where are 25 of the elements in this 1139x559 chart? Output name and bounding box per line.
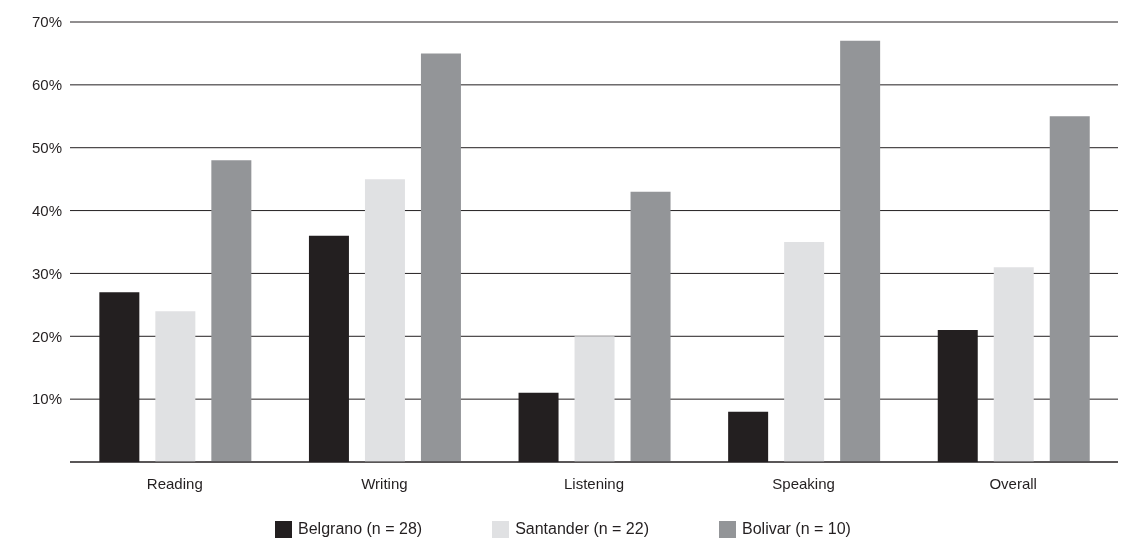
bar [784, 242, 825, 462]
x-tick-label: Writing [361, 474, 408, 492]
y-tick-label: 50% [31, 139, 62, 157]
bar [211, 160, 252, 462]
bar [840, 40, 881, 462]
legend-label: Belgrano (n = 28) [298, 520, 423, 538]
x-tick-label: Overall [989, 474, 1037, 492]
bar [630, 191, 671, 462]
bar [1049, 116, 1090, 462]
y-tick-label: 70% [31, 13, 62, 31]
x-tick-label: Reading [146, 474, 203, 492]
bar [993, 267, 1034, 462]
x-tick-label: Speaking [772, 474, 835, 492]
y-tick-label: 40% [31, 201, 62, 219]
x-tick-label: Listening [563, 474, 625, 492]
y-tick-label: 20% [31, 327, 62, 345]
y-tick-label: 30% [31, 264, 62, 282]
bar [420, 53, 461, 462]
y-tick-label: 10% [31, 390, 62, 408]
bar [155, 311, 196, 462]
legend-label: Bolivar (n = 10) [742, 520, 851, 538]
legend-label: Santander (n = 22) [515, 520, 649, 538]
bar [364, 179, 405, 462]
bar [574, 336, 615, 462]
y-tick-label: 60% [31, 76, 62, 94]
